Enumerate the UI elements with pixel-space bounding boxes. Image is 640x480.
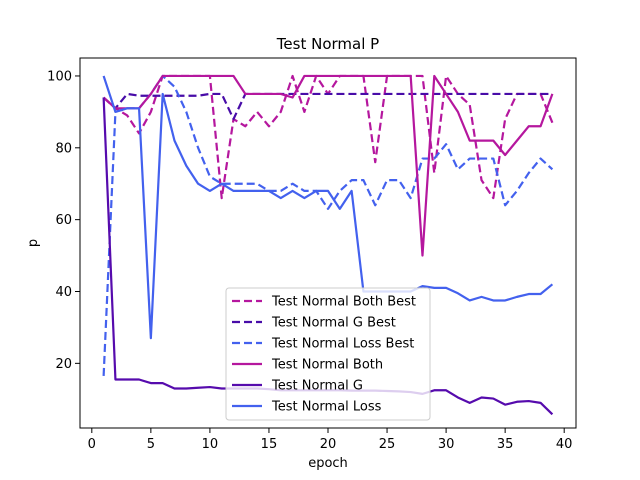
series-line-5 [102,75,554,340]
x-tick-label: 20 [320,437,337,452]
legend: Test Normal Both Best Test Normal G Best T… [225,287,431,421]
x-tick-label: 5 [147,437,155,452]
legend-label-3: Test Normal Both [271,358,383,373]
x-tick-label: 30 [438,437,455,452]
y-tick-label: 100 [47,69,72,84]
legend-label-1: Test Normal G Best [271,316,396,331]
legend-label-5: Test Normal Loss [271,400,382,415]
legend-label-4: Test Normal G [271,379,363,394]
y-tick-label: 20 [55,357,72,372]
x-tick-label: 15 [261,437,278,452]
y-tick-label: 40 [55,285,72,300]
x-tick-label: 0 [88,437,96,452]
x-tick-label: 35 [497,437,514,452]
legend-box [225,287,431,421]
x-tick-label: 40 [556,437,573,452]
series-line-3 [102,74,554,257]
y-axis-label: p [26,239,41,247]
y-axis: 20 40 60 80 100 [47,69,80,372]
legend-label-2: Test Normal Loss Best [271,337,414,352]
x-tick-label: 25 [379,437,396,452]
chart-title: Test Normal P [276,35,379,53]
x-axis: 0 5 10 15 20 25 30 35 40 [88,428,573,452]
x-axis-label: epoch [308,456,348,471]
legend-label-0: Test Normal Both Best [271,295,416,310]
y-tick-label: 80 [55,141,72,156]
x-tick-label: 10 [202,437,219,452]
series-line-2 [102,74,554,376]
y-tick-label: 60 [55,213,72,228]
